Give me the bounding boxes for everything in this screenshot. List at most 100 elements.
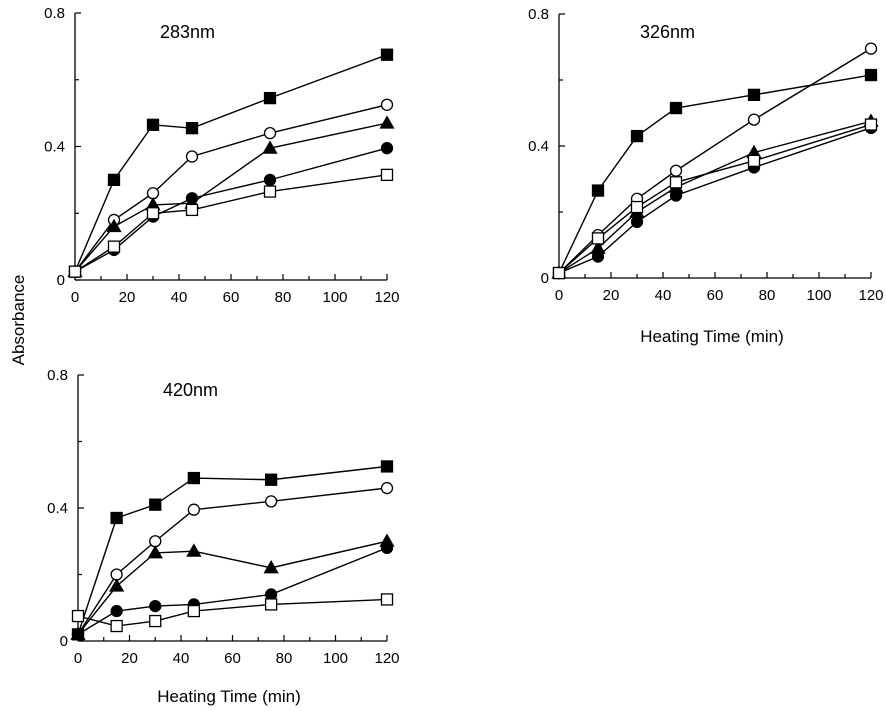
y-tick-label: 0 <box>57 272 65 289</box>
series-line-open-circle <box>74 104 388 273</box>
data-point-open-square <box>380 168 394 182</box>
x-axis-label-326: Heating Time (min) <box>640 327 784 346</box>
data-point-filled-circle <box>110 604 123 618</box>
x-tick-label: 20 <box>603 287 620 304</box>
data-point-open-square <box>591 232 605 245</box>
data-point-open-square <box>146 207 160 220</box>
panel-420nm: 0 20 40 60 80 100 120 0 0.4 0.8 420nm <box>47 367 399 667</box>
data-point-filled-square <box>187 471 201 485</box>
data-point-filled-triangle <box>106 218 122 233</box>
y-tick-label: 0.4 <box>528 138 549 155</box>
data-point-filled-square <box>146 118 160 131</box>
series-line-open-circle <box>77 487 388 635</box>
data-point-open-square <box>669 176 683 189</box>
series-line-filled-circle <box>558 127 872 274</box>
y-tick-label: 0.4 <box>44 139 65 156</box>
data-point-open-circle <box>669 164 683 177</box>
data-point-open-circle <box>187 503 201 516</box>
data-point-filled-square <box>864 68 878 82</box>
panel-title: 326nm <box>640 22 695 42</box>
x-tick-label: 40 <box>655 287 672 304</box>
data-point-open-square <box>187 604 201 618</box>
data-point-open-square <box>185 203 199 217</box>
x-tick-label: 100 <box>323 650 348 667</box>
data-point-open-square <box>263 185 277 198</box>
data-point-filled-square <box>149 498 162 511</box>
x-tick-label: 60 <box>223 289 240 306</box>
data-point-open-circle <box>263 126 277 140</box>
data-point-open-square <box>110 619 123 633</box>
y-tick-label: 0 <box>541 270 549 287</box>
data-point-open-circle <box>380 98 394 111</box>
data-point-open-circle <box>146 187 160 200</box>
y-tick-label: 0.8 <box>47 367 68 384</box>
data-point-open-circle <box>747 113 761 126</box>
data-point-filled-circle <box>380 541 394 555</box>
y-axis-label: Absorbance <box>9 275 28 366</box>
series-line-open-square <box>74 174 388 273</box>
x-tick-label: 0 <box>555 287 563 304</box>
data-point-filled-square <box>669 101 683 115</box>
panel-title: 283nm <box>160 22 215 42</box>
data-point-filled-square <box>110 511 123 525</box>
data-point-filled-circle <box>263 173 277 187</box>
data-point-open-circle <box>185 150 199 163</box>
data-point-filled-circle <box>149 599 162 613</box>
x-tick-label: 100 <box>806 287 831 304</box>
data-point-open-square <box>630 200 644 214</box>
data-point-filled-square <box>380 460 394 473</box>
y-tick-label: 0 <box>60 633 68 650</box>
data-point-open-square <box>747 154 761 168</box>
x-tick-label: 120 <box>374 289 399 306</box>
data-point-open-square <box>864 118 878 131</box>
series-line-filled-triangle <box>74 122 388 273</box>
data-point-open-square <box>264 598 278 611</box>
data-point-filled-triangle <box>263 560 279 574</box>
series-line-open-circle <box>558 48 872 274</box>
data-point-filled-square <box>107 173 121 187</box>
data-point-filled-circle <box>380 142 394 155</box>
data-point-filled-square <box>630 129 644 143</box>
data-point-filled-circle <box>669 189 683 202</box>
data-point-filled-square <box>263 91 277 105</box>
panel-title: 420nm <box>163 380 218 400</box>
series-line-filled-square <box>74 54 388 272</box>
data-point-open-circle <box>380 481 394 495</box>
x-tick-label: 60 <box>224 650 241 667</box>
data-point-open-square <box>68 265 82 278</box>
data-point-filled-circle <box>71 628 85 641</box>
series-line-filled-square <box>558 74 872 274</box>
x-tick-label: 80 <box>276 650 293 667</box>
series-line-open-square <box>77 598 388 627</box>
y-tick-label: 0.8 <box>528 6 549 23</box>
data-point-filled-circle <box>591 250 605 263</box>
data-point-filled-triangle <box>109 578 125 592</box>
data-point-filled-square <box>747 88 761 101</box>
x-tick-label: 80 <box>759 287 776 304</box>
x-tick-label: 80 <box>275 289 292 306</box>
data-point-filled-square <box>380 48 394 61</box>
series-line-filled-circle <box>74 147 388 273</box>
series-line-filled-triangle <box>77 540 388 635</box>
data-point-filled-triangle <box>262 140 278 154</box>
x-tick-label: 100 <box>322 289 347 306</box>
x-tick-label: 0 <box>74 650 82 667</box>
data-point-open-square <box>71 609 85 623</box>
x-tick-label: 60 <box>707 287 724 304</box>
data-point-open-square <box>380 593 394 606</box>
data-point-open-circle <box>264 495 278 508</box>
data-point-filled-square <box>264 473 278 486</box>
data-point-filled-square <box>185 121 199 135</box>
data-point-filled-circle <box>630 215 644 229</box>
x-tick-label: 40 <box>173 650 190 667</box>
x-tick-label: 120 <box>374 650 399 667</box>
data-point-filled-square <box>591 184 605 197</box>
data-point-filled-triangle <box>379 115 395 129</box>
x-tick-label: 0 <box>71 289 79 306</box>
series-line-open-square <box>558 123 872 274</box>
data-point-filled-circle <box>185 192 199 205</box>
data-point-filled-triangle <box>186 543 202 557</box>
y-tick-label: 0.4 <box>47 500 68 517</box>
series-line-filled-circle <box>77 547 388 635</box>
